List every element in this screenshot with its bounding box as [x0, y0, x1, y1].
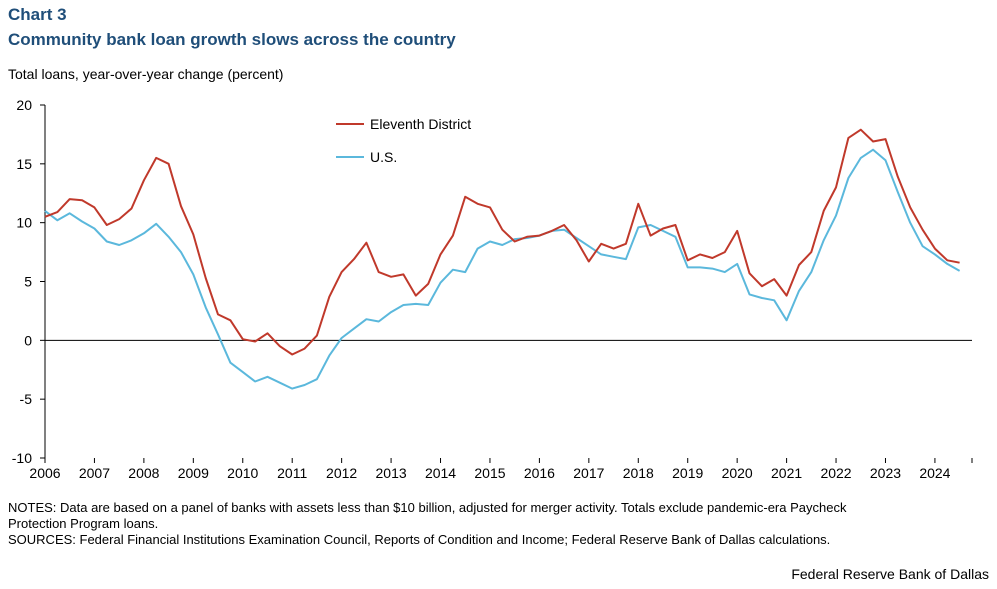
series-line-eleventh-district	[44, 128, 960, 356]
y-axis-label: Total loans, year-over-year change (perc…	[8, 66, 284, 82]
source-credit: Federal Reserve Bank of Dallas	[791, 566, 989, 582]
y-tick-label: 20	[16, 97, 32, 113]
chart-notes: NOTES: Data are based on a panel of bank…	[8, 500, 983, 548]
x-tick-label: 2011	[277, 465, 307, 481]
x-tick-label: 2017	[573, 465, 604, 481]
x-tick-label: 2021	[771, 465, 802, 481]
x-tick-label: 2014	[425, 465, 456, 481]
series-line-us	[44, 148, 961, 390]
x-tick-label: 2016	[524, 465, 555, 481]
x-tick-label: 2015	[474, 465, 505, 481]
notes-line: NOTES: Data are based on a panel of bank…	[8, 500, 847, 515]
y-tick-group: 20 15 10 5 0 -5 -10	[12, 97, 45, 466]
sources-line: SOURCES: Federal Financial Institutions …	[8, 532, 831, 547]
x-tick-label: 2008	[128, 465, 159, 481]
notes-line: Protection Program loans.	[8, 516, 159, 531]
x-tick-label: 2019	[672, 465, 703, 481]
x-tick-label: 2012	[326, 465, 357, 481]
x-tick-label: 2009	[178, 465, 209, 481]
x-tick-label: 2023	[870, 465, 901, 481]
x-tick-label: 2022	[820, 465, 851, 481]
y-tick-label: 5	[24, 274, 32, 290]
series-group	[44, 128, 961, 390]
legend: Eleventh District U.S.	[336, 116, 471, 165]
x-tick-label: 2010	[227, 465, 258, 481]
y-tick-label: 15	[16, 156, 32, 172]
x-tick-label: 2006	[29, 465, 60, 481]
y-tick-label: 0	[24, 332, 32, 348]
x-tick-label: 2013	[376, 465, 407, 481]
chart-number: Chart 3	[8, 5, 67, 24]
x-tick-label: 2024	[919, 465, 950, 481]
legend-label-eleventh-district: Eleventh District	[370, 116, 471, 132]
legend-label-us: U.S.	[370, 149, 397, 165]
x-tick-label: 2018	[623, 465, 654, 481]
y-tick-label: -5	[20, 391, 33, 407]
y-tick-label: -10	[12, 450, 32, 466]
y-tick-label: 10	[16, 215, 32, 231]
x-tick-group: 2006 2007 2008 2009 2010 2011 2012 2013 2014 2015…	[29, 458, 973, 481]
x-tick-label: 2007	[79, 465, 110, 481]
chart-title: Community bank loan growth slows across …	[8, 30, 456, 49]
x-tick-label: 2020	[722, 465, 753, 481]
